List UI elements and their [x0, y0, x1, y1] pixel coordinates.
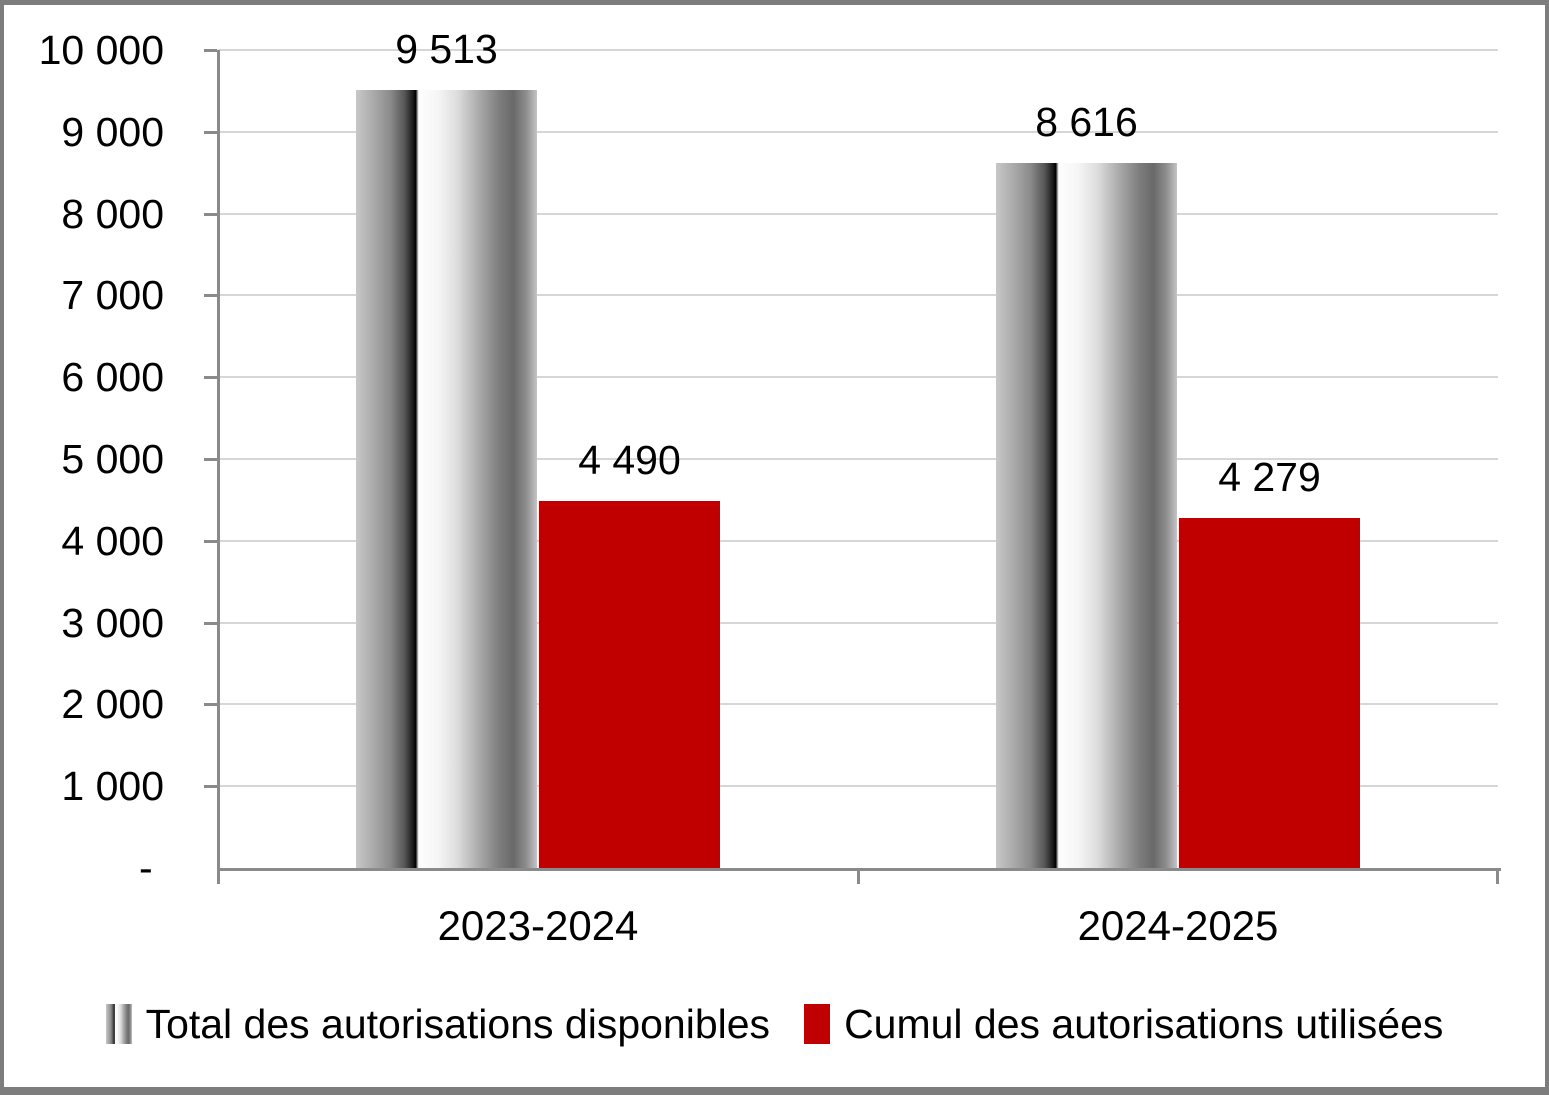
gridline: [218, 703, 1498, 705]
y-axis-label: 1 000: [61, 763, 164, 809]
y-axis-label: 8 000: [61, 191, 164, 237]
y-axis-label: 10 000: [38, 27, 164, 73]
gridline: [218, 49, 1498, 51]
y-axis-tick: [204, 294, 217, 297]
gridline: [218, 213, 1498, 215]
bar-cumul: [1179, 518, 1360, 868]
category-label: 2023-2024: [437, 902, 639, 949]
category-label: 2024-2025: [1077, 902, 1279, 949]
bar-total: [996, 163, 1177, 868]
y-axis-tick: [204, 131, 217, 134]
y-axis-tick: [204, 458, 217, 461]
gridline: [218, 376, 1498, 378]
y-axis-label: 7 000: [61, 272, 164, 318]
legend-label: Cumul des autorisations utilisées: [844, 1000, 1444, 1047]
y-axis-label: 4 000: [61, 518, 164, 564]
y-axis-label: 6 000: [61, 354, 164, 400]
y-axis-label: 2 000: [61, 681, 164, 727]
y-axis-tick: [204, 703, 217, 706]
y-axis-label: -: [138, 845, 164, 891]
data-label: 4 490: [578, 437, 681, 483]
gridline: [218, 785, 1498, 787]
bar-total: [356, 90, 537, 868]
y-axis-label: 5 000: [61, 436, 164, 482]
y-axis: [217, 50, 220, 884]
y-axis-tick: [204, 49, 217, 52]
y-axis-tick: [204, 213, 217, 216]
legend-item: Total des autorisations disponibles: [105, 1000, 771, 1048]
gridline: [218, 458, 1498, 460]
gridline: [218, 540, 1498, 542]
y-axis-label: 3 000: [61, 600, 164, 646]
gridline: [218, 622, 1498, 624]
y-axis-tick: [204, 540, 217, 543]
legend-swatch-red: [804, 1004, 831, 1044]
data-label: 4 279: [1218, 454, 1321, 500]
data-label: 9 513: [395, 26, 498, 72]
gridline: [218, 294, 1498, 296]
gridline: [218, 131, 1498, 133]
x-axis-tick: [1496, 868, 1499, 884]
data-label: 8 616: [1035, 99, 1138, 145]
legend-item: Cumul des autorisations utilisées: [804, 1001, 1443, 1048]
y-axis-label: 9 000: [61, 109, 164, 155]
x-axis-tick: [857, 868, 860, 884]
y-axis-tick: [204, 622, 217, 625]
y-axis-tick: [204, 785, 217, 788]
y-axis-tick: [204, 376, 217, 379]
legend: Total des autorisations disponibles Cumul…: [0, 992, 1549, 1056]
legend-swatch-gray-gradient: [105, 1004, 132, 1044]
bar-cumul: [539, 501, 720, 868]
legend-label: Total des autorisations disponibles: [145, 1000, 771, 1047]
